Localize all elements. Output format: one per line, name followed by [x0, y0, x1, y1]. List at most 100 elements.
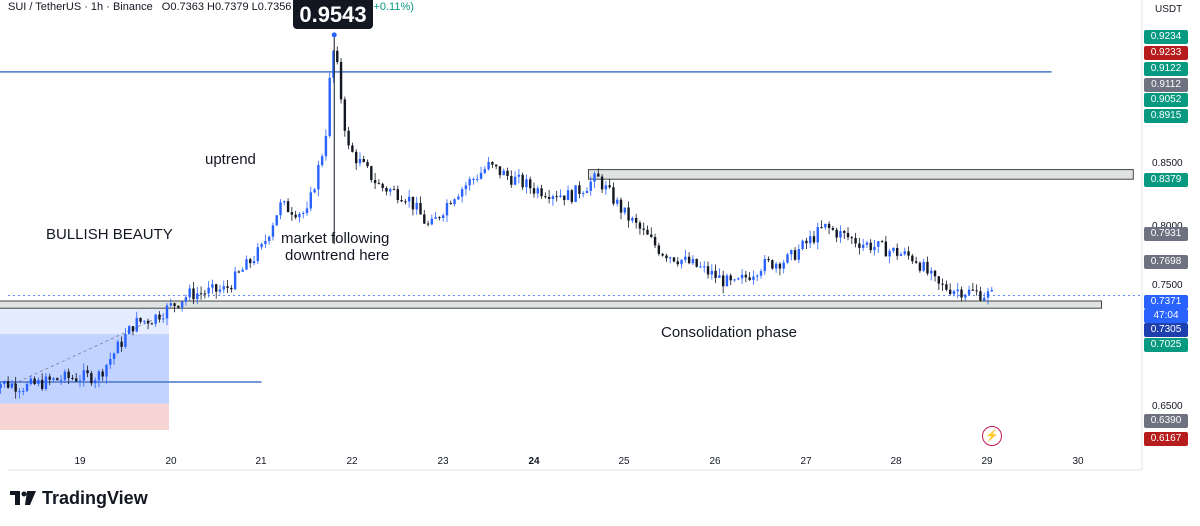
candle-up [279, 202, 282, 216]
candle-up [816, 227, 819, 243]
candle-down [532, 188, 536, 194]
annotation-uptrend[interactable]: uptrend [205, 151, 256, 168]
candle-down [563, 195, 566, 201]
candle-down [438, 217, 441, 219]
y-tick-0-75: 0.7500 [1152, 280, 1183, 291]
candle-down [933, 270, 937, 277]
candle-down [362, 158, 365, 162]
candle-up [752, 276, 755, 280]
candle-up [464, 185, 468, 190]
candle-up [616, 199, 619, 204]
candle-up [839, 231, 842, 238]
price-tag: 0.7698 [1144, 255, 1188, 269]
candle-up [415, 202, 418, 210]
candle-up [169, 303, 172, 306]
candle-up [82, 370, 85, 381]
candle-down [721, 275, 725, 287]
candle-up [479, 172, 483, 179]
candle-up [211, 284, 214, 288]
candle-down [805, 240, 808, 244]
candle-down [404, 201, 407, 203]
tradingview-logo[interactable]: TradingView [10, 488, 148, 509]
x-tick: 20 [165, 456, 177, 467]
annotation-market-following[interactable]: market following [281, 230, 390, 247]
candle-up [604, 185, 608, 190]
candle-up [888, 250, 891, 257]
candle-down [778, 263, 782, 269]
annotation-consolidation[interactable]: Consolidation phase [661, 324, 797, 341]
candle-up [631, 218, 634, 221]
crosshair-price-popup: 0.9543 [293, 0, 373, 29]
currency-label[interactable]: USDT [1155, 4, 1183, 15]
candle-up [135, 317, 138, 332]
long-position-stop-zone[interactable] [0, 403, 169, 430]
candle-down [146, 320, 150, 324]
annotation-bullish-beauty[interactable]: BULLISH BEAUTY [46, 226, 173, 243]
candle-up [116, 341, 120, 354]
candle-down [854, 237, 857, 244]
candle-down [578, 185, 581, 194]
price-tag: 0.7305 [1144, 323, 1188, 337]
candle-up [389, 189, 392, 192]
candle-down [90, 373, 93, 384]
candle-down [75, 378, 78, 382]
price-tag: 0.6390 [1144, 414, 1188, 428]
candle-down [71, 378, 74, 380]
candle-down [494, 164, 498, 167]
candle-up [930, 270, 933, 274]
current-price-tag: 0.7371 [1144, 295, 1188, 309]
candle-down [540, 188, 543, 197]
annotation-downtrend[interactable]: downtrend here [285, 247, 390, 264]
candle-up [93, 380, 97, 384]
candle-down [506, 170, 509, 177]
candle-down [230, 287, 233, 290]
x-tick: 23 [437, 456, 449, 467]
price-zones[interactable] [0, 169, 1134, 309]
candle-down [793, 250, 797, 260]
candle-down [120, 341, 123, 347]
lightning-icon[interactable]: ⚡ [982, 426, 1002, 446]
candle-up [196, 293, 199, 300]
candle-up [256, 247, 260, 262]
candle-down [354, 151, 358, 164]
candle-up [782, 262, 785, 269]
candle-down [914, 261, 918, 263]
candle-up [109, 359, 112, 365]
candle-up [903, 251, 906, 255]
candle-down [880, 241, 884, 243]
candle-down [729, 275, 732, 281]
candle-up [593, 173, 596, 182]
candle-down [937, 276, 941, 284]
candle-down [843, 231, 846, 233]
candle-up [0, 383, 2, 389]
candle-down [373, 180, 377, 184]
candle-up [252, 261, 256, 264]
candle-up [44, 376, 48, 390]
candle-up [180, 301, 184, 308]
x-tick: 24 [528, 456, 540, 467]
price-tag: 0.8379 [1144, 173, 1188, 187]
candle-up [502, 170, 505, 176]
candle-up [899, 254, 903, 256]
candle-up [517, 174, 521, 177]
candle-up [487, 161, 490, 170]
candle-down [491, 161, 494, 165]
long-position-profit-zone[interactable] [0, 334, 169, 404]
candle-down [661, 253, 664, 256]
candle-down [646, 229, 649, 235]
candle-up [513, 176, 517, 185]
candle-up [725, 275, 729, 287]
candle-up [476, 178, 479, 180]
candle-up [691, 258, 695, 264]
candle-up [786, 254, 789, 263]
price-tag: 0.8915 [1144, 109, 1188, 123]
candle-down [850, 237, 853, 239]
candle-down [67, 371, 70, 379]
candle-down [339, 62, 343, 100]
candle-down [396, 189, 399, 200]
candle-up [222, 286, 225, 290]
candle-up [956, 289, 959, 292]
candle-up [457, 196, 460, 200]
candle-up [808, 236, 812, 244]
